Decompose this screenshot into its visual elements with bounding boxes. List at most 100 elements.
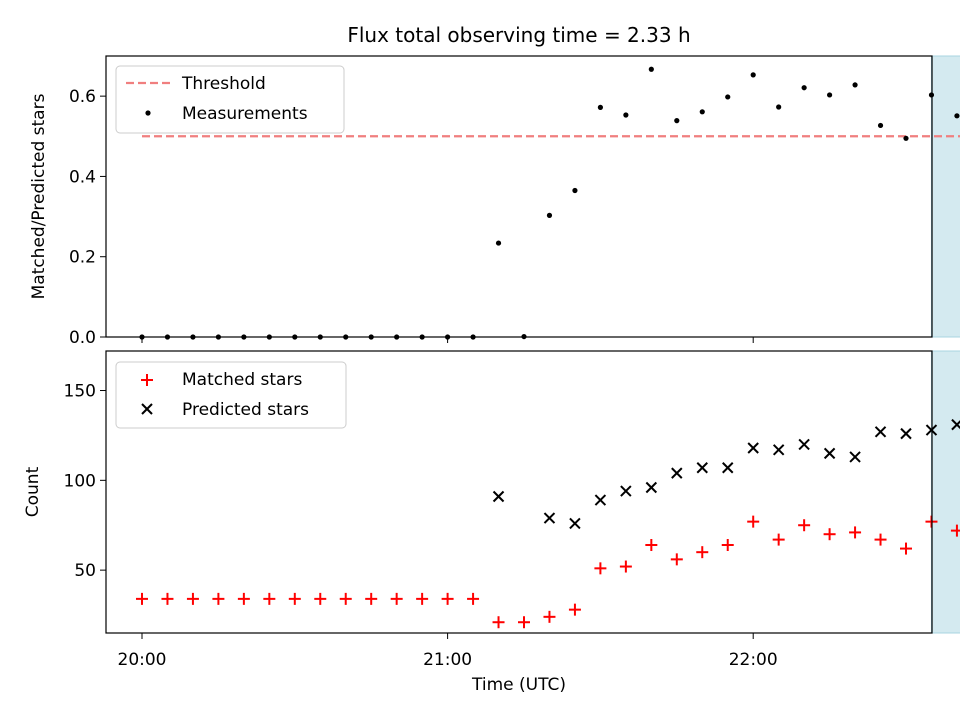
predicted-star-mark-b [543, 512, 556, 524]
predicted-star-mark-b [594, 494, 607, 506]
matched-star-point [314, 592, 327, 605]
x-axis-label: Time (UTC) [471, 675, 566, 695]
predicted-star-point [849, 451, 861, 463]
predicted-star-mark-b [492, 490, 505, 503]
predicted-star-point [492, 490, 505, 503]
predicted-star-point [594, 494, 607, 506]
chart-title: Flux total observing time = 2.33 h [347, 23, 690, 47]
predicted-star-mark-b [747, 442, 759, 454]
bottom-y-tick-label: 150 [64, 382, 96, 402]
matched-star-point [619, 560, 632, 573]
measurement-point [725, 94, 731, 100]
matched-star-point [237, 592, 250, 605]
matched-star-point [518, 616, 530, 629]
count-points [136, 418, 960, 629]
matched-star-point [696, 546, 709, 559]
predicted-star-mark-b [798, 438, 810, 451]
top-x-axis [141, 337, 754, 343]
measurement-point [648, 66, 654, 72]
predicted-star-point [671, 467, 683, 479]
bottom-legend-box [115, 361, 347, 429]
matched-star-point [136, 592, 148, 605]
measurement-point [827, 92, 833, 98]
x-tick-label: 21:00 [423, 650, 472, 670]
matched-star-point [772, 533, 785, 546]
legend-threshold: Threshold [181, 74, 266, 94]
matched-legend-marker [141, 374, 153, 386]
matched-star-point [543, 610, 556, 623]
x-tick-label: 20:00 [118, 650, 167, 670]
measurement-point [903, 135, 909, 141]
bottom-y-axis: 50 100 150 [64, 382, 106, 581]
predicted-star-point [645, 481, 658, 494]
predicted-star-point [823, 447, 836, 460]
measurement-point [597, 104, 604, 110]
top-y-tick-label: 0.0 [69, 328, 96, 348]
measurement-point [699, 109, 705, 115]
bottom-y-axis-label: Count [23, 466, 43, 517]
legend-measurements: Measurements [182, 104, 308, 124]
measurement-point [623, 112, 629, 118]
bottom-y-tick-label: 100 [64, 471, 96, 491]
top-y-axis-label: Matched/Predicted stars [29, 93, 49, 299]
predicted-legend-marker [141, 403, 153, 415]
matched-star-point [161, 592, 174, 605]
legend-predicted-stars: Predicted stars [182, 400, 309, 420]
predicted-star-point [900, 427, 912, 440]
measurement-point [776, 104, 782, 110]
measurement-legend-marker [145, 110, 151, 116]
bottom-y-tick-label: 50 [74, 561, 96, 581]
top-y-axis: 0.0 0.2 0.4 0.6 [69, 87, 106, 348]
matched-star-point [849, 526, 862, 539]
matched-star-point [798, 519, 811, 532]
predicted-star-mark-b [772, 444, 785, 456]
predicted-star-point [874, 426, 887, 438]
matched-star-point [212, 592, 225, 605]
measurement-point [852, 82, 858, 88]
top-legend-box [115, 65, 345, 134]
matched-star-point [594, 562, 607, 575]
predicted-star-mark-b [874, 426, 887, 438]
matched-star-point [339, 592, 352, 605]
top-y-tick-label: 0.4 [69, 167, 96, 187]
matched-star-point [900, 542, 912, 555]
top-axes-frame [105, 55, 933, 338]
bottom-legend: Matched stars Predicted stars [115, 361, 347, 429]
observing-span-bottom [930, 350, 960, 634]
matched-star-point [670, 553, 683, 566]
predicted-star-mark-b [823, 447, 836, 460]
matched-star-point [416, 592, 429, 605]
predicted-star-mark-b [722, 462, 734, 474]
measurement-point [572, 187, 578, 194]
predicted-star-mark-b [900, 427, 912, 440]
predicted-star-point [951, 418, 960, 431]
measurement-point [801, 85, 807, 91]
bottom-axes-frame [105, 350, 933, 634]
matched-star-point [467, 592, 480, 605]
predicted-star-mark-b [696, 462, 708, 474]
matched-star-point [823, 528, 836, 541]
measurement-point [495, 240, 502, 246]
matched-star-point [874, 533, 887, 546]
top-panel: 0.0 0.2 0.4 0.6 Matched/Predicted stars Thr… [29, 55, 960, 348]
top-y-tick-label: 0.6 [69, 87, 96, 107]
matched-star-point [365, 592, 378, 605]
predicted-star-point [798, 438, 810, 451]
top-y-tick-label: 0.2 [69, 248, 96, 268]
predicted-star-mark-b [671, 467, 683, 479]
matched-star-point [492, 616, 505, 629]
measurement-point [750, 72, 756, 78]
matched-star-point [441, 592, 454, 605]
matched-star-point [263, 592, 276, 605]
measurement-point [674, 118, 680, 124]
observing-span-top [930, 55, 960, 338]
matched-star-point [288, 592, 301, 605]
measurement-point [954, 113, 960, 119]
predicted-star-point [620, 485, 632, 497]
predicted-star-mark-b [645, 481, 658, 494]
predicted-star-mark-b [620, 485, 632, 497]
x-tick-label: 22:00 [729, 650, 778, 670]
